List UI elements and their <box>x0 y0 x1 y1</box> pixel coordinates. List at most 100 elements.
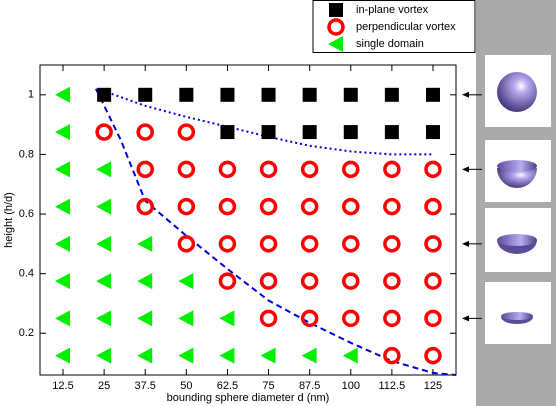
square-marker <box>329 3 343 17</box>
circle-marker <box>259 309 278 328</box>
triangle-marker <box>137 273 153 290</box>
square-marker <box>179 87 194 102</box>
circle-marker <box>342 235 360 253</box>
legend-entry: in-plane vortex <box>329 3 429 17</box>
x-axis-label: bounding sphere diameter d (nm) <box>167 392 330 404</box>
legend-entry: perpendicular vortex <box>327 18 456 36</box>
triangle-marker <box>96 161 112 178</box>
circle-marker <box>383 346 401 365</box>
x-tick-label: 62.5 <box>217 380 238 392</box>
arrow-head <box>462 315 469 322</box>
x-tick-label: 125 <box>424 380 442 392</box>
triangle-marker <box>301 347 317 364</box>
square-marker <box>138 87 153 102</box>
circle-marker <box>300 197 319 216</box>
square-marker <box>425 125 440 140</box>
square-marker <box>384 87 399 102</box>
x-tick-label: 12.5 <box>52 380 73 392</box>
circle-marker <box>136 123 154 141</box>
circle-marker <box>177 197 196 216</box>
circle-marker <box>218 272 237 290</box>
circle-marker <box>259 235 278 253</box>
circle-marker <box>136 160 154 179</box>
circle-marker <box>383 235 401 253</box>
circle-marker <box>218 197 237 216</box>
triangle-marker <box>178 310 194 327</box>
triangle-marker <box>137 347 153 364</box>
triangle-marker <box>96 310 112 327</box>
square-marker <box>97 87 112 102</box>
square-marker <box>220 125 235 140</box>
x-tick-label: 112.5 <box>379 380 406 392</box>
circle-marker <box>218 160 237 179</box>
triangle-marker <box>96 198 112 215</box>
circle-marker <box>300 272 319 290</box>
shape-images <box>485 55 551 344</box>
x-tick-label: 87.5 <box>299 380 320 392</box>
triangle-marker <box>342 347 358 364</box>
arrow-head <box>462 240 469 247</box>
circle-marker <box>424 309 442 328</box>
circle-marker <box>342 309 360 328</box>
circle-marker <box>300 160 319 179</box>
square-marker <box>302 125 317 140</box>
triangle-marker <box>55 124 71 141</box>
triangle-marker <box>55 235 71 252</box>
triangle-marker <box>55 161 71 178</box>
circle-marker <box>95 123 113 141</box>
y-tick-label: 0.8 <box>19 148 34 160</box>
triangle-marker <box>219 347 235 364</box>
square-marker <box>220 87 235 102</box>
circle-marker <box>342 160 360 179</box>
x-tick-label: 25 <box>98 380 110 392</box>
triangle-marker <box>137 310 153 327</box>
x-tick-label: 50 <box>180 380 192 392</box>
y-tick-label: 0.2 <box>19 327 34 339</box>
circle-marker <box>383 197 401 216</box>
circle-marker <box>177 235 196 253</box>
x-tick-label: 37.5 <box>135 380 156 392</box>
circle-marker <box>136 197 154 216</box>
triangle-marker <box>178 347 194 364</box>
circle-marker <box>177 123 196 141</box>
circle-marker <box>300 235 319 253</box>
arrow-head <box>462 166 469 173</box>
y-tick-label: 0.6 <box>19 208 34 220</box>
circle-marker <box>300 309 319 328</box>
circle-marker <box>259 197 278 216</box>
triangle-marker <box>55 273 71 290</box>
circle-marker <box>424 272 442 290</box>
legend-label: perpendicular vortex <box>356 21 456 33</box>
triangle-marker <box>96 273 112 290</box>
x-tick-label: 100 <box>342 380 360 392</box>
legend-entry: single domain <box>328 36 424 52</box>
circle-marker <box>424 235 442 253</box>
legend-label: single domain <box>356 38 424 50</box>
square-marker <box>261 125 276 140</box>
x-tick-label: 75 <box>262 380 274 392</box>
triangle-marker <box>260 347 276 364</box>
circle-marker <box>177 160 196 179</box>
circle-marker <box>342 272 360 290</box>
triangle-marker <box>328 36 343 52</box>
triangle-marker <box>55 86 71 103</box>
triangle-marker <box>55 310 71 327</box>
triangle-marker <box>178 273 194 290</box>
y-axis-label: height (h/d) <box>3 192 15 248</box>
square-marker <box>261 87 276 102</box>
square-marker <box>302 87 317 102</box>
square-marker <box>343 125 358 140</box>
triangle-marker <box>96 235 112 252</box>
triangle-marker <box>137 235 153 252</box>
plot-frame <box>39 64 457 376</box>
triangle-marker <box>55 198 71 215</box>
triangle-marker <box>96 347 112 364</box>
circle-marker <box>383 309 401 328</box>
triangle-marker <box>55 347 71 364</box>
circle-marker <box>424 160 442 179</box>
square-marker <box>343 87 358 102</box>
circle-marker <box>218 235 237 253</box>
square-marker <box>425 87 440 102</box>
arrow-head <box>462 91 469 98</box>
circle-marker <box>383 272 401 290</box>
